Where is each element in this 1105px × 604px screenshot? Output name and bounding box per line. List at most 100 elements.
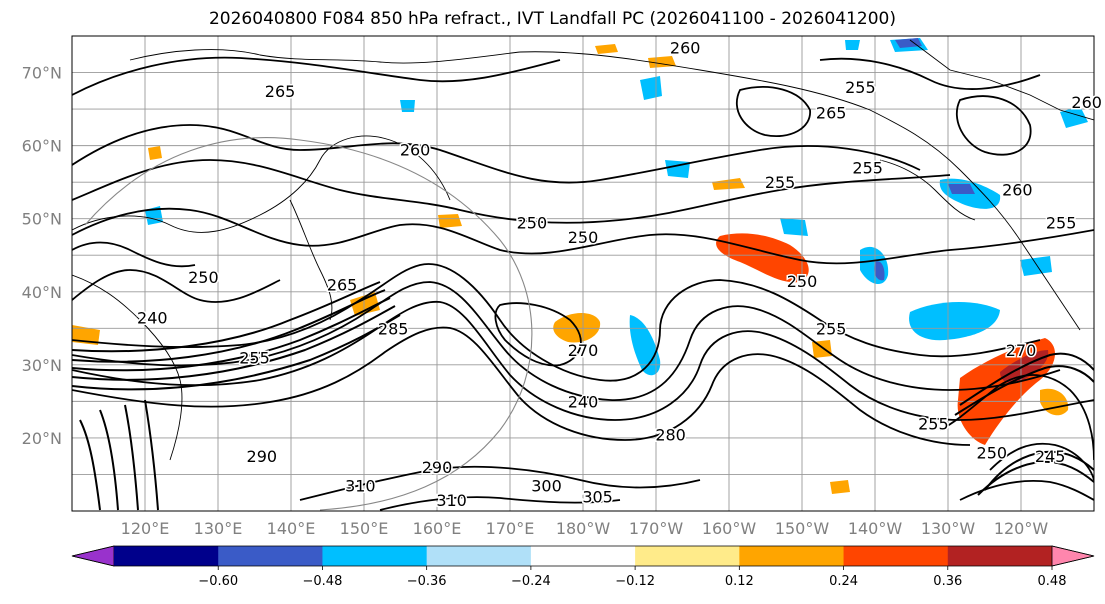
longitude-label: 150°E <box>340 519 389 538</box>
contour-label: 255 <box>765 173 796 192</box>
shade-patch <box>712 178 745 190</box>
longitude-label: 140°W <box>848 519 903 538</box>
shade-patch <box>1020 256 1052 276</box>
coastline <box>909 39 1094 121</box>
coastline <box>129 49 521 64</box>
contour-label: 265 <box>265 82 296 101</box>
contour-line <box>72 124 921 184</box>
shade-patch <box>148 146 162 160</box>
contour-line <box>72 263 1041 382</box>
contour-label: 255 <box>816 319 847 338</box>
coastline <box>72 274 183 461</box>
contour-label: 290 <box>247 447 278 466</box>
colorbar-tick-label: −0.48 <box>303 574 343 589</box>
contour-line <box>984 450 1094 491</box>
shade-patch <box>438 214 462 228</box>
shade-patch <box>909 301 1000 341</box>
contour-label: 310 <box>436 491 467 510</box>
coastline <box>289 199 333 321</box>
longitude-label: 170°E <box>486 519 535 538</box>
longitude-label: 160°W <box>702 519 757 538</box>
contour-label: 280 <box>655 425 686 444</box>
contour-label: 255 <box>1046 213 1077 232</box>
contour-label: 250 <box>188 268 219 287</box>
map-title: 2026040800 F084 850 hPa refract., IVT La… <box>208 9 896 29</box>
longitude-label: 180°W <box>556 519 611 538</box>
contour-label: 255 <box>239 349 270 368</box>
longitude-label: 130°W <box>921 519 976 538</box>
shade-patch <box>874 261 885 281</box>
colorbar-tick-label: 0.12 <box>725 574 754 589</box>
contour-line <box>955 95 1032 156</box>
colorbar-bin <box>635 546 740 566</box>
colorbar-tick-label: −0.24 <box>511 574 551 589</box>
contour-line <box>989 442 1094 481</box>
contour-line <box>72 314 401 391</box>
longitude-labels: 120°E 130°E 140°E 150°E 160°E 170°E 180°W 170°W… <box>121 519 1049 538</box>
contour-label: 260 <box>670 39 701 58</box>
contour-label: 260 <box>400 140 431 159</box>
contour-line <box>72 241 196 268</box>
colorbar-bin <box>947 546 1053 566</box>
contour-label: 285 <box>378 319 409 338</box>
contour-label: 240 <box>568 392 599 411</box>
colorbar-bin <box>218 546 323 566</box>
shade-patch <box>665 160 690 178</box>
gray-arc <box>84 137 533 511</box>
colorbar-extend-high <box>1051 545 1095 567</box>
latitude-label: 70°N <box>22 64 62 83</box>
contour-line <box>959 352 1094 406</box>
contour-line <box>959 479 1094 501</box>
latitude-label: 30°N <box>22 356 62 375</box>
contour-labels: 260 265 255 265 260 260 255 255 260 250 250 255 250 2… <box>136 37 1104 511</box>
colorbar-tick-label: 0.36 <box>933 574 962 589</box>
contour-line <box>379 496 621 511</box>
map-frame <box>71 35 1095 512</box>
contour-label: 310 <box>345 476 376 495</box>
contour-line <box>72 159 951 224</box>
contour-label: 255 <box>852 159 883 178</box>
coastline <box>519 51 1081 331</box>
shade-patch <box>830 480 850 494</box>
shade-patch <box>350 292 380 316</box>
shade-patch <box>595 44 618 54</box>
shade-patch <box>1040 388 1069 416</box>
latitude-label: 20°N <box>22 429 62 448</box>
colorbar-bin <box>114 546 219 566</box>
contour-line <box>939 374 1094 461</box>
longitude-label: 150°W <box>775 519 830 538</box>
contour-line <box>299 465 701 501</box>
contour-label: 260 <box>1071 93 1102 112</box>
colorbar-extend-low <box>71 545 115 567</box>
longitude-label: 160°E <box>413 519 462 538</box>
longitude-label: 120°W <box>994 519 1049 538</box>
contour-line <box>79 399 159 511</box>
shade-patch <box>640 76 662 100</box>
colorbar-outline <box>71 545 1095 567</box>
shade-patch <box>1060 106 1088 128</box>
latitude-label: 60°N <box>22 137 62 156</box>
contour-line <box>72 281 1061 401</box>
colorbar-bin <box>739 546 845 566</box>
contour-line <box>72 300 1094 421</box>
colorbar-tick-label: 0.24 <box>829 574 858 589</box>
contour-label: 305 <box>582 487 613 506</box>
contour-line <box>72 269 281 303</box>
contour-line <box>494 302 582 367</box>
colorbar-tick-label: −0.36 <box>407 574 447 589</box>
colorbar: −0.60 −0.48 −0.36 −0.24 −0.12 0.12 0.24 0.36 0.4… <box>71 545 1095 589</box>
contour-label: 255 <box>845 78 876 97</box>
shade-patch <box>400 100 415 112</box>
coastline <box>72 135 451 233</box>
coastline <box>879 159 976 221</box>
shade-patch <box>780 218 808 236</box>
contour-label: 255 <box>918 414 949 433</box>
latitude-labels: 70°N 60°N 50°N 40°N 30°N 20°N <box>22 64 62 448</box>
contour-line <box>72 326 971 446</box>
longitude-label: 120°E <box>121 519 170 538</box>
contour-label: 260 <box>1002 180 1033 199</box>
contour-label: 300 <box>531 476 562 495</box>
contour-line <box>977 460 1094 496</box>
shade-patch <box>895 38 922 48</box>
